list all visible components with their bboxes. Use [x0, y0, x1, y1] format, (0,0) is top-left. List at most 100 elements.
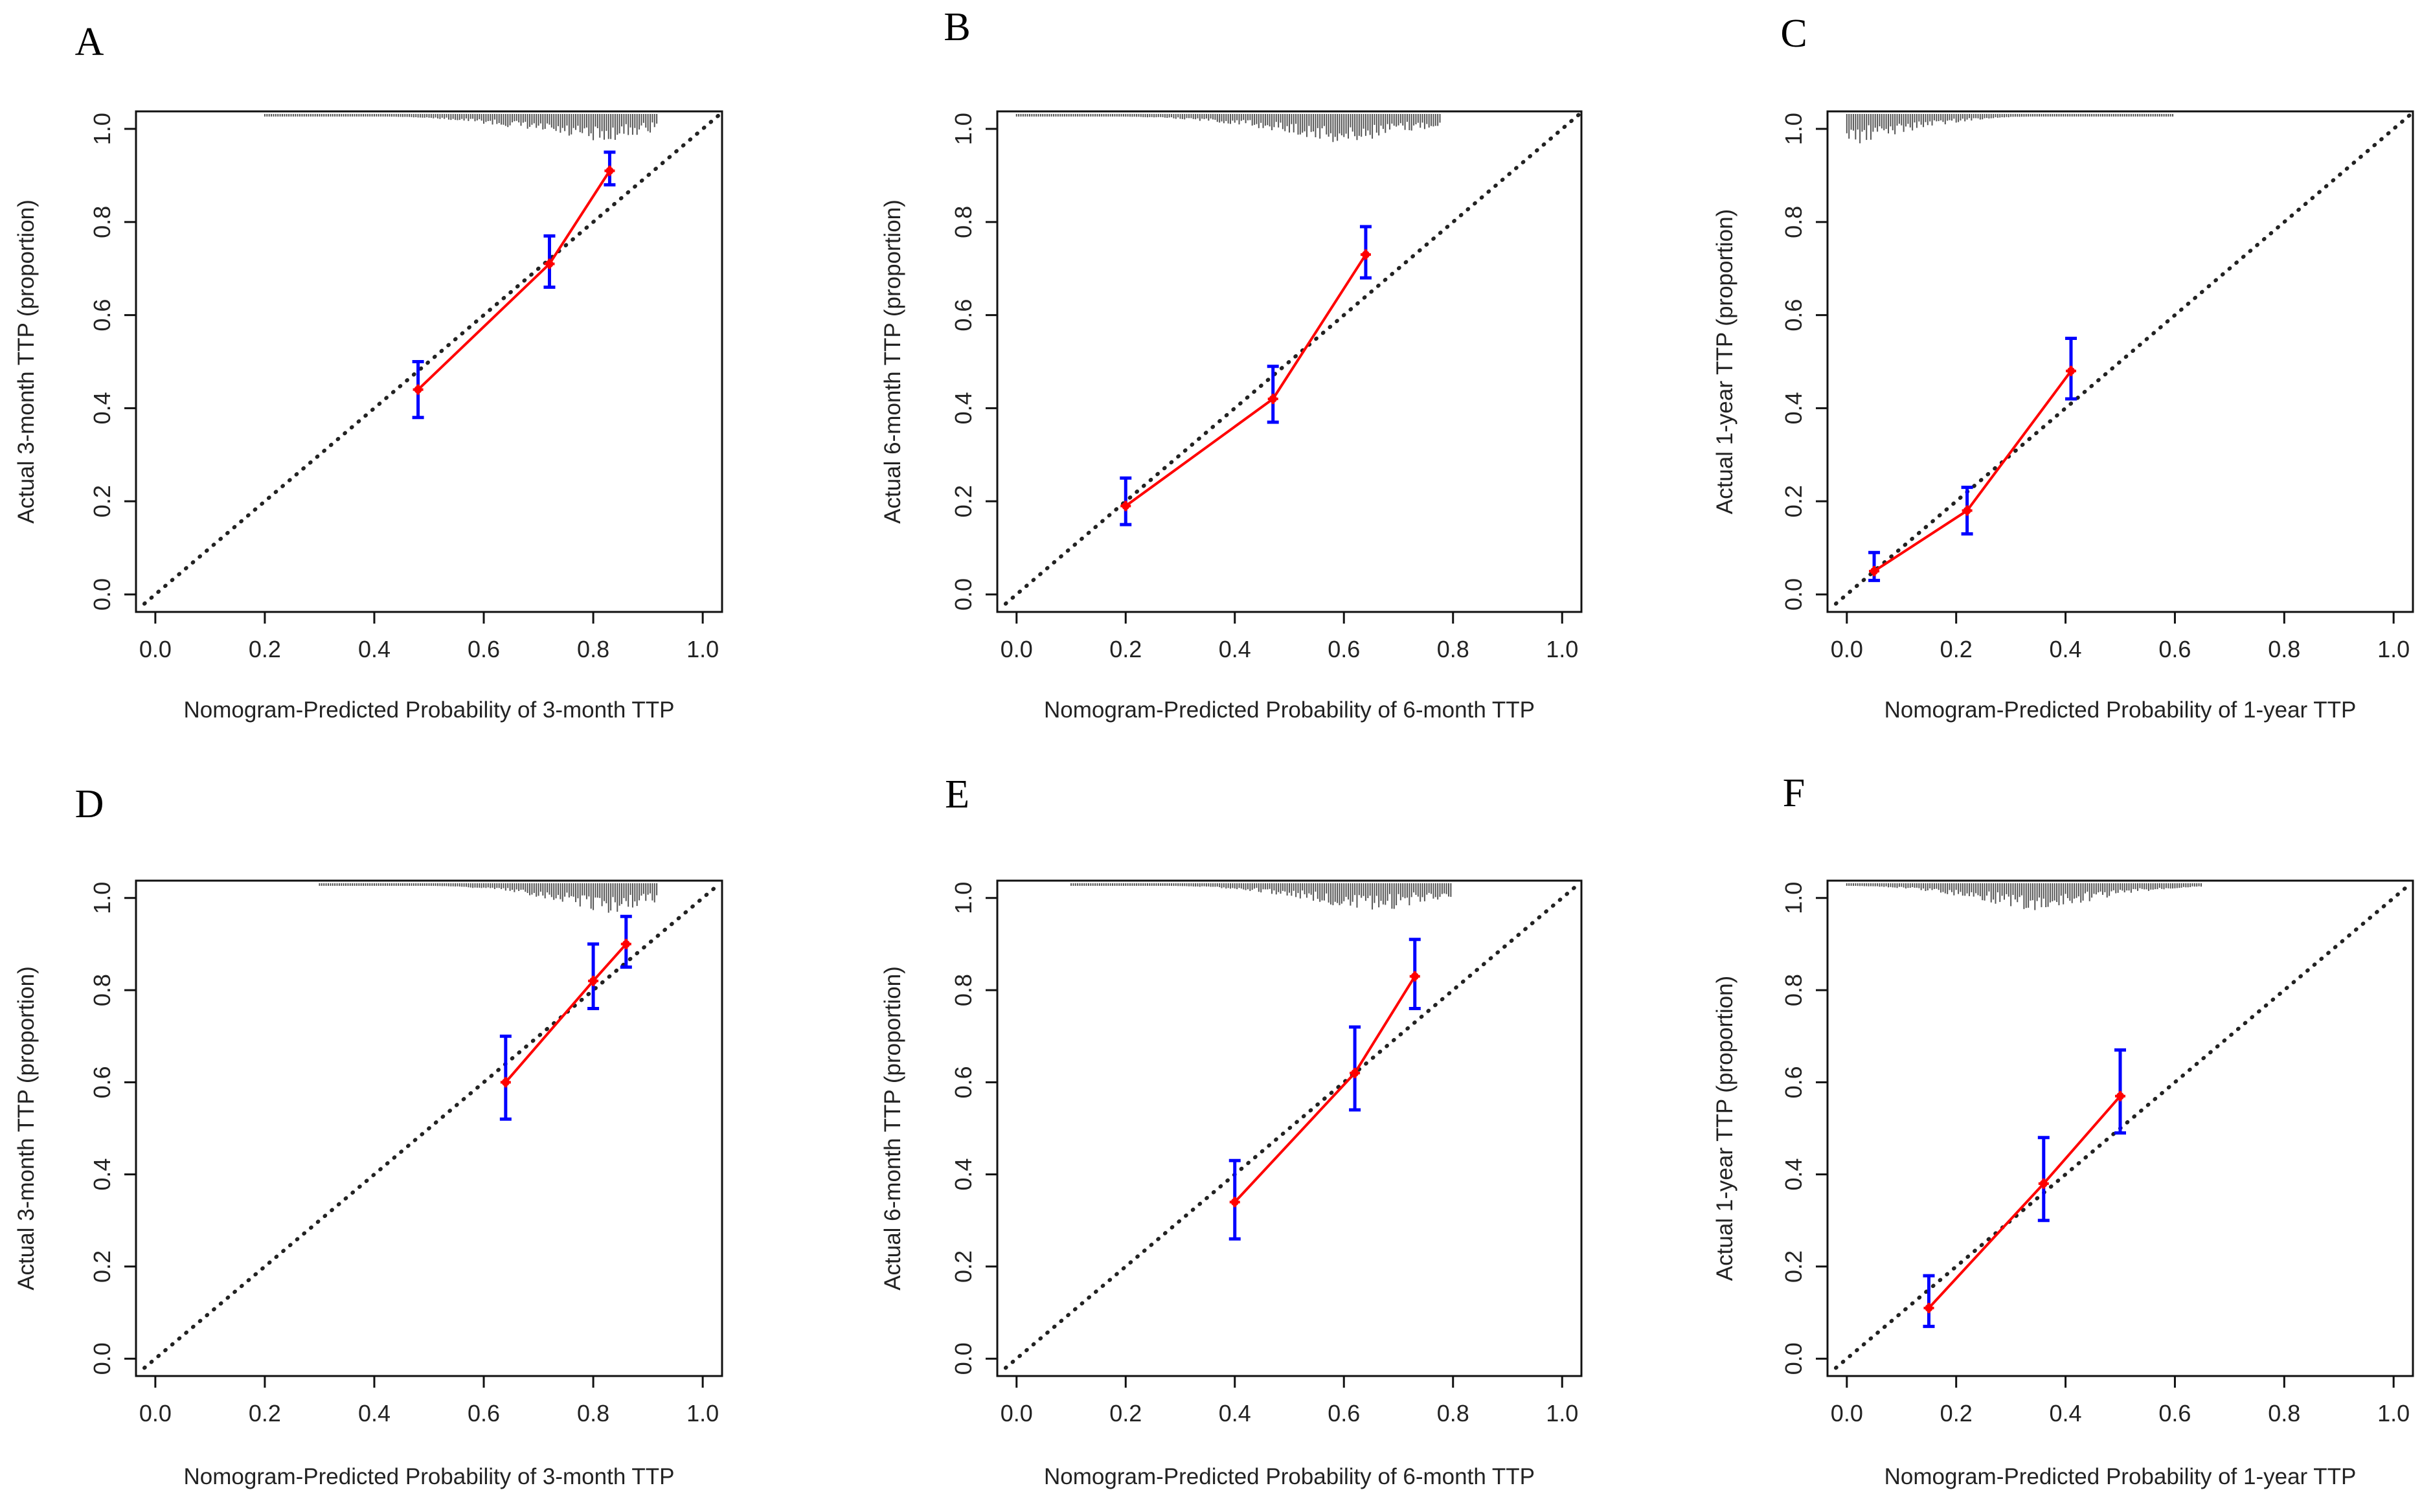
y-tick-label: 0.4 — [89, 392, 115, 424]
x-tick-label: 0.4 — [358, 1400, 390, 1427]
x-axis-label: Nomogram-Predicted Probability of 1-year… — [1884, 697, 2357, 723]
panel-c: C 0.0 0.2 0.4 0.6 0.8 1.0 0.0 0.2 0.4 0.6 0.8 1.0 Nom… — [1712, 12, 2414, 723]
y-tick-label: 0.8 — [1780, 974, 1807, 1006]
calibration-line-segment — [1353, 975, 1416, 1074]
reference-diagonal — [142, 882, 721, 1370]
plot-frame — [1826, 879, 2414, 1377]
y-tick-label: 0.2 — [89, 485, 115, 517]
y-tick-label: 0.0 — [89, 1342, 115, 1375]
y-tick-label: 1.0 — [1780, 113, 1807, 145]
calibration-line-segment — [1234, 1072, 1356, 1203]
x-tick-label: 0.6 — [2158, 1400, 2191, 1427]
calibration-point — [545, 260, 554, 268]
x-tick-label: 1.0 — [1546, 636, 1578, 662]
calibration-point — [1269, 395, 1277, 403]
calibration-line-segment — [1873, 509, 1968, 572]
y-tick-label: 0.4 — [1780, 392, 1807, 424]
reference-diagonal — [1833, 882, 2412, 1370]
x-tick-label: 0.6 — [1328, 1400, 1360, 1427]
y-tick-label: 1.0 — [89, 113, 115, 145]
x-axis-label: Nomogram-Predicted Probability of 3-mont… — [184, 1464, 675, 1489]
y-tick-label: 0.6 — [1780, 299, 1807, 332]
calibration-point — [1351, 1069, 1359, 1078]
x-tick-label: 0.0 — [139, 1400, 172, 1427]
calibration-point — [1361, 251, 1370, 259]
x-tick-label: 1.0 — [2377, 1400, 2410, 1427]
x-axis-label: Nomogram-Predicted Probability of 3-mont… — [184, 697, 675, 723]
y-tick-label: 0.6 — [1780, 1066, 1807, 1098]
x-tick-label: 0.4 — [1219, 1400, 1251, 1427]
y-tick-label: 1.0 — [950, 882, 977, 914]
calibration-line-segment — [1125, 398, 1274, 507]
y-axis-label: Actual 1-year TTP (proportion) — [1712, 209, 1737, 514]
x-tick-label: 1.0 — [2377, 636, 2410, 662]
y-tick-label: 0.6 — [89, 299, 115, 332]
reference-diagonal — [1833, 113, 2412, 606]
calibration-point — [414, 385, 422, 394]
x-tick-label: 0.2 — [249, 636, 281, 662]
calibration-point — [501, 1078, 510, 1087]
y-tick-label: 0.2 — [950, 1250, 977, 1283]
x-tick-label: 0.0 — [139, 636, 172, 662]
x-tick-label: 1.0 — [686, 636, 719, 662]
x-tick-label: 0.2 — [1109, 636, 1142, 662]
y-tick-label: 0.0 — [89, 578, 115, 611]
plot-frame — [135, 879, 723, 1377]
x-axis-label: Nomogram-Predicted Probability of 6-mont… — [1044, 697, 1535, 723]
x-axis-label: Nomogram-Predicted Probability of 1-year… — [1884, 1464, 2357, 1489]
x-tick-label: 0.0 — [1831, 636, 1863, 662]
calibration-point — [2039, 1179, 2048, 1188]
calibration-point — [1230, 1198, 1239, 1206]
panel-title: E — [945, 773, 969, 817]
x-tick-label: 0.8 — [1437, 1400, 1469, 1427]
y-tick-label: 0.2 — [89, 1250, 115, 1283]
calibration-line-segment — [417, 263, 550, 391]
x-tick-label: 0.6 — [1328, 636, 1360, 662]
x-tick-label: 0.4 — [2050, 1400, 2082, 1427]
y-tick-label: 0.8 — [1780, 206, 1807, 238]
calibration-point — [1870, 567, 1879, 576]
y-tick-label: 0.0 — [1780, 1342, 1807, 1375]
prediction-rug — [1846, 883, 2202, 910]
calibration-line-segment — [1965, 370, 2072, 512]
panel-title: A — [75, 20, 104, 64]
y-tick-label: 0.8 — [89, 206, 115, 238]
calibration-line-segment — [504, 980, 594, 1083]
x-tick-label: 0.6 — [2158, 636, 2191, 662]
x-tick-label: 0.8 — [2268, 1400, 2300, 1427]
x-tick-label: 0.8 — [1437, 636, 1469, 662]
x-tick-label: 0.6 — [468, 636, 500, 662]
x-tick-label: 0.0 — [1001, 636, 1033, 662]
error-bar — [1923, 1274, 1935, 1328]
calibration-line-segment — [548, 170, 611, 265]
y-tick-label: 0.6 — [89, 1066, 115, 1098]
plot-frame — [996, 110, 1583, 613]
calibration-point — [1925, 1303, 1933, 1312]
calibration-line-segment — [592, 943, 628, 982]
calibration-line-segment — [1928, 1182, 2045, 1309]
calibration-point — [1410, 972, 1419, 980]
y-tick-label: 0.0 — [950, 578, 977, 611]
y-axis-label: Actual 6-month TTP (proportion) — [880, 199, 905, 524]
y-tick-label: 0.0 — [1780, 578, 1807, 611]
plot-frame — [1826, 110, 2414, 613]
y-tick-label: 0.4 — [89, 1158, 115, 1191]
calibration-point — [2116, 1092, 2124, 1100]
x-tick-label: 0.8 — [2268, 636, 2300, 662]
panel-title: D — [75, 782, 104, 826]
x-tick-label: 0.8 — [577, 1400, 609, 1427]
y-tick-label: 0.6 — [950, 299, 977, 332]
y-tick-label: 0.4 — [950, 1158, 977, 1191]
x-tick-label: 0.2 — [249, 1400, 281, 1427]
x-tick-label: 0.4 — [1219, 636, 1251, 662]
calibration-line-segment — [2043, 1095, 2122, 1185]
panel-title: B — [944, 5, 970, 49]
panel-title: F — [1783, 771, 1805, 815]
prediction-rug — [264, 114, 658, 141]
x-tick-label: 1.0 — [1546, 1400, 1578, 1427]
y-tick-label: 1.0 — [1780, 882, 1807, 914]
y-tick-label: 0.2 — [1780, 1250, 1807, 1283]
y-axis-label: Actual 1-year TTP (proportion) — [1712, 976, 1737, 1281]
y-tick-label: 0.0 — [950, 1342, 977, 1375]
plot-frame — [996, 879, 1583, 1377]
